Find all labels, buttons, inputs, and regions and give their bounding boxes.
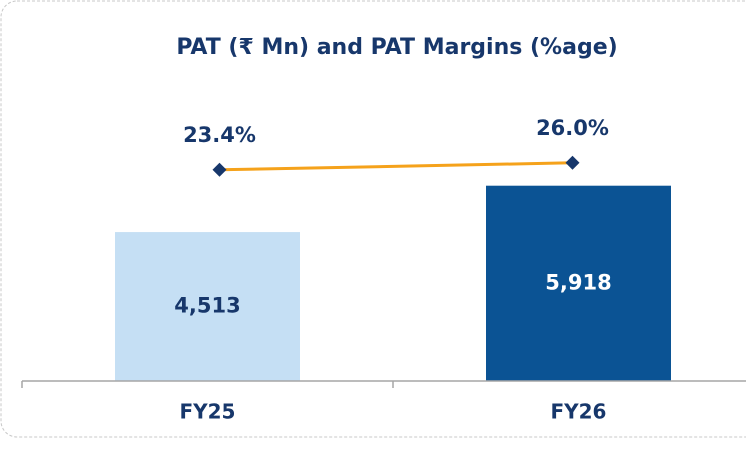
bar xyxy=(115,232,300,381)
frame xyxy=(0,0,746,438)
x-tick-label: FY25 xyxy=(180,400,236,424)
bar xyxy=(486,185,671,381)
line-marker xyxy=(212,162,227,177)
line-value-label: 23.4% xyxy=(183,123,256,147)
line-marker xyxy=(565,155,580,170)
line-value-label: 26.0% xyxy=(536,116,609,140)
x-tick-label: FY26 xyxy=(551,400,607,424)
bar-value-label: 4,513 xyxy=(174,294,240,318)
bar-value-label: 5,918 xyxy=(545,270,611,294)
line xyxy=(219,161,573,172)
chart-title: PAT (₹ Mn) and PAT Margins (%age) xyxy=(176,35,617,60)
